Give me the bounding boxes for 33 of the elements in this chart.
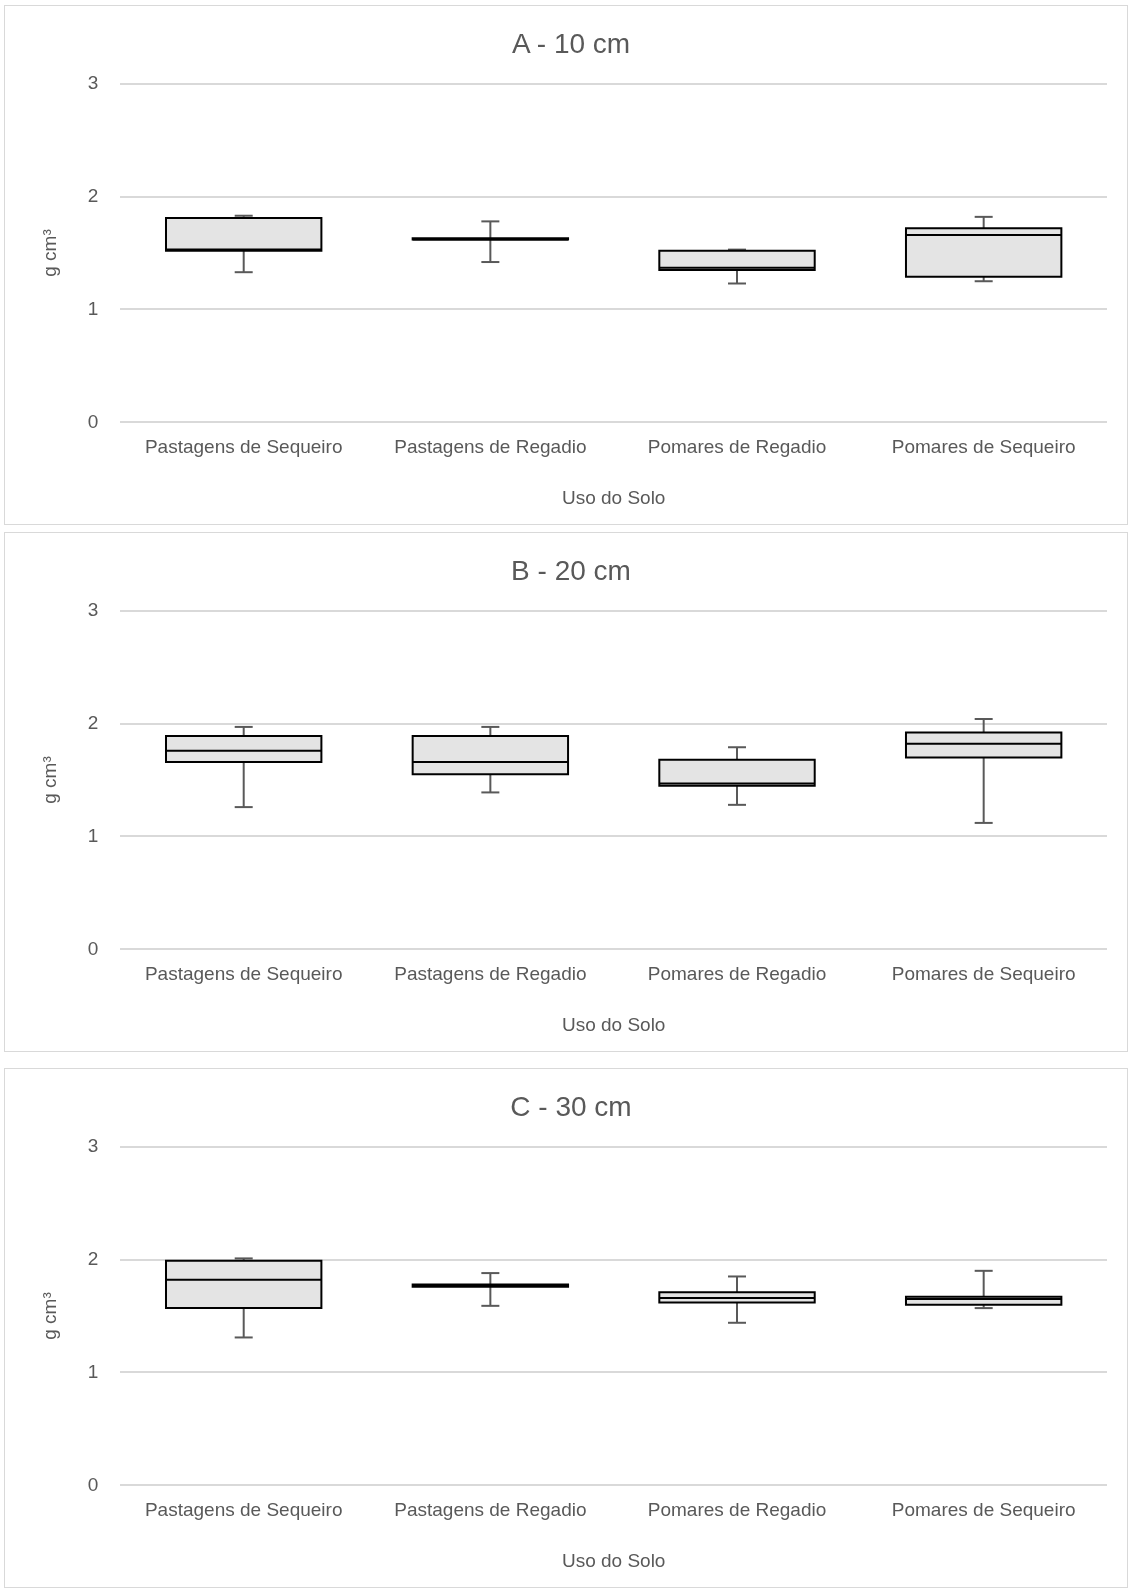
y-tick-label: 0 [87, 410, 99, 432]
x-tick-label: Pastagens de Sequeiro [144, 963, 343, 985]
y-axis-title: g cm³ [38, 756, 60, 804]
x-axis-title: Uso do Solo [561, 486, 666, 508]
chart-title: A - 10 cm [511, 27, 631, 59]
y-tick-label: 1 [87, 824, 99, 846]
x-tick-label: Pomares de Regadio [647, 436, 827, 458]
chart-title: C - 30 cm [510, 1090, 632, 1122]
x-tick-label: Pomares de Regadio [647, 963, 827, 985]
y-tick-label: 0 [87, 937, 99, 959]
y-tick-label: 2 [87, 184, 99, 206]
x-tick-label: Pomares de Regadio [647, 1499, 827, 1521]
y-tick-label: 1 [87, 297, 99, 319]
x-tick-label: Pastagens de Regadio [394, 436, 587, 458]
y-tick-label: 0 [87, 1473, 99, 1495]
x-tick-label: Pastagens de Regadio [394, 963, 587, 985]
y-tick-label: 3 [87, 71, 99, 93]
y-tick-label: 3 [87, 1134, 99, 1156]
x-axis-title: Uso do Solo [561, 1013, 666, 1035]
x-tick-label: Pastagens de Regadio [394, 1499, 587, 1521]
chart-title: B - 20 cm [511, 554, 631, 586]
y-axis-title: g cm³ [38, 1292, 60, 1340]
y-tick-label: 2 [87, 711, 99, 733]
x-tick-label: Pastagens de Sequeiro [144, 436, 343, 458]
y-axis-title: g cm³ [38, 229, 60, 277]
x-tick-label: Pomares de Sequeiro [891, 436, 1076, 458]
x-tick-label: Pomares de Sequeiro [891, 963, 1076, 985]
x-axis-title: Uso do Solo [561, 1549, 666, 1571]
y-tick-label: 1 [87, 1360, 99, 1382]
y-tick-label: 3 [87, 598, 99, 620]
x-tick-label: Pastagens de Sequeiro [144, 1499, 343, 1521]
x-tick-label: Pomares de Sequeiro [891, 1499, 1076, 1521]
y-tick-label: 2 [87, 1247, 99, 1269]
